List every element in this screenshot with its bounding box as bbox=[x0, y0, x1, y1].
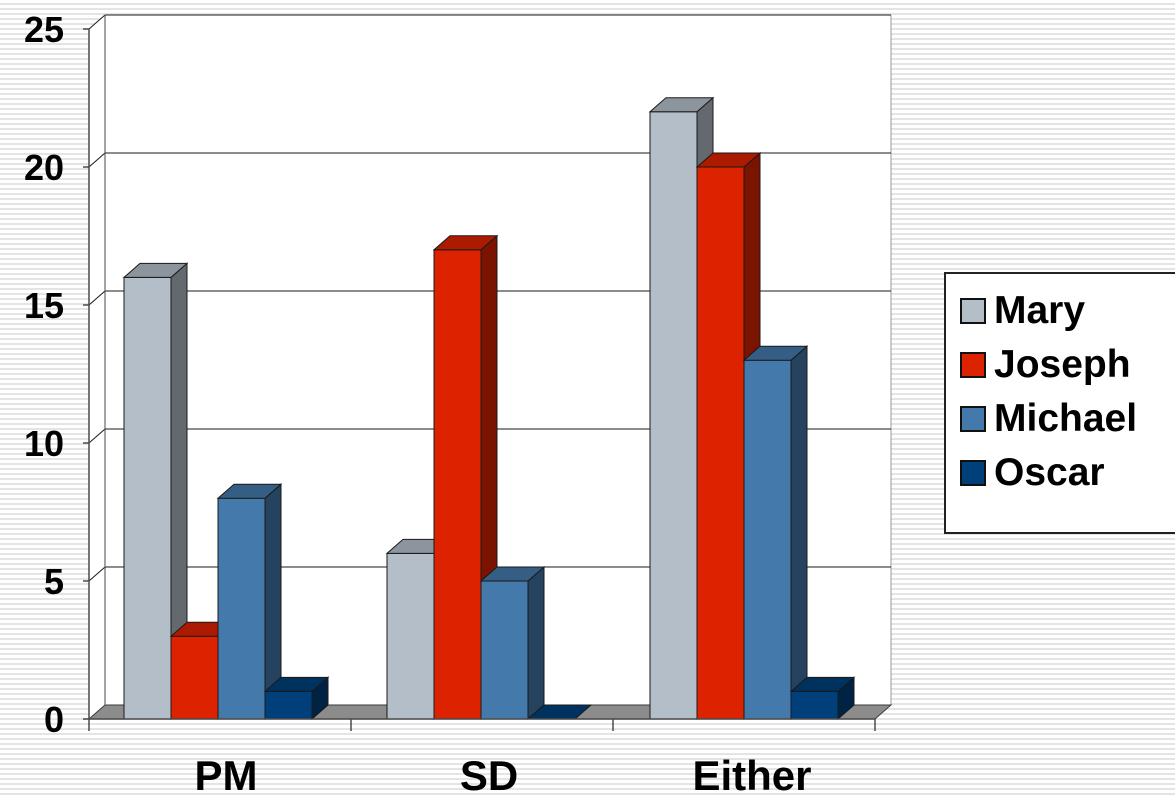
gridline-side-10 bbox=[88, 428, 106, 444]
bar-top bbox=[263, 676, 330, 692]
bar-pm-michael bbox=[216, 483, 283, 721]
legend-swatch-michael bbox=[960, 406, 986, 432]
bar-top bbox=[216, 483, 283, 499]
bar-top bbox=[648, 97, 715, 113]
bar-front bbox=[649, 111, 698, 720]
legend-swatch-mary bbox=[960, 298, 986, 324]
bar-pm-oscar bbox=[263, 676, 330, 721]
gridline-side-25 bbox=[88, 14, 106, 30]
legend-swatch-joseph bbox=[960, 352, 986, 378]
y-tick-label-10: 10 bbox=[24, 423, 64, 464]
gridline-side-15 bbox=[88, 290, 106, 306]
bar-top bbox=[742, 345, 809, 361]
legend-item-joseph: Joseph bbox=[960, 338, 1175, 392]
x-axis-category-labels: PM SD Either bbox=[195, 752, 812, 797]
gridline-side-20 bbox=[88, 152, 106, 168]
y-tick-label-0: 0 bbox=[44, 699, 64, 740]
bar-side bbox=[527, 565, 545, 721]
legend-item-michael: Michael bbox=[960, 392, 1175, 446]
bar-front bbox=[433, 249, 482, 720]
bar-either-oscar bbox=[789, 676, 856, 721]
bar-front bbox=[790, 690, 839, 720]
bars bbox=[122, 96, 856, 721]
legend-label-oscar: Oscar bbox=[994, 451, 1105, 494]
bar-front bbox=[123, 276, 172, 720]
x-tick-label-either: Either bbox=[692, 752, 811, 797]
bar-front bbox=[386, 552, 435, 720]
legend: Mary Joseph Michael Oscar bbox=[944, 272, 1175, 534]
x-tick-label-sd: SD bbox=[460, 752, 518, 797]
y-axis-tick-labels: 0 5 10 15 20 25 bbox=[24, 9, 64, 740]
x-tick-label-pm: PM bbox=[195, 752, 258, 797]
legend-item-mary: Mary bbox=[960, 284, 1175, 338]
bar-front bbox=[743, 359, 792, 720]
bar-top bbox=[695, 152, 762, 168]
legend-item-oscar: Oscar bbox=[960, 446, 1175, 500]
bar-front bbox=[480, 580, 529, 720]
bar-either-michael bbox=[742, 345, 809, 721]
y-tick-label-20: 20 bbox=[24, 147, 64, 188]
bar-sd-michael bbox=[479, 565, 546, 721]
bar-front bbox=[170, 635, 219, 720]
gridline-side-5 bbox=[88, 566, 106, 582]
axes bbox=[83, 15, 876, 731]
legend-label-mary: Mary bbox=[994, 289, 1086, 332]
legend-label-michael: Michael bbox=[994, 397, 1138, 440]
legend-swatch-oscar bbox=[960, 460, 986, 486]
bar-front bbox=[696, 166, 745, 720]
bar-side bbox=[790, 345, 808, 721]
y-tick-label-25: 25 bbox=[24, 9, 64, 50]
bar-front bbox=[264, 690, 313, 720]
bar-top bbox=[479, 566, 546, 582]
y-tick-label-15: 15 bbox=[24, 285, 64, 326]
y-tick-label-5: 5 bbox=[44, 561, 64, 602]
bar-front bbox=[217, 497, 266, 720]
bar-top bbox=[789, 676, 856, 692]
bar-top bbox=[122, 262, 189, 278]
legend-label-joseph: Joseph bbox=[994, 343, 1131, 386]
bar-top bbox=[432, 235, 499, 251]
